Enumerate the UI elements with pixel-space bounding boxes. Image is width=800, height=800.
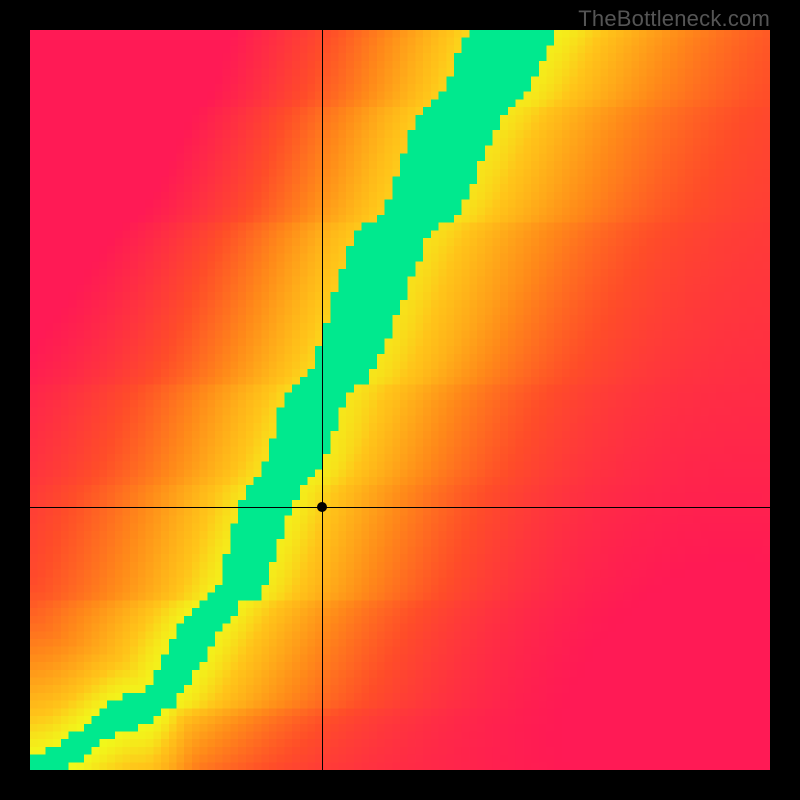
crosshair-horizontal	[30, 507, 770, 508]
watermark: TheBottleneck.com	[578, 6, 770, 32]
data-point	[317, 502, 327, 512]
heatmap-canvas	[30, 30, 770, 770]
heatmap-plot	[30, 30, 770, 770]
crosshair-vertical	[322, 30, 323, 770]
